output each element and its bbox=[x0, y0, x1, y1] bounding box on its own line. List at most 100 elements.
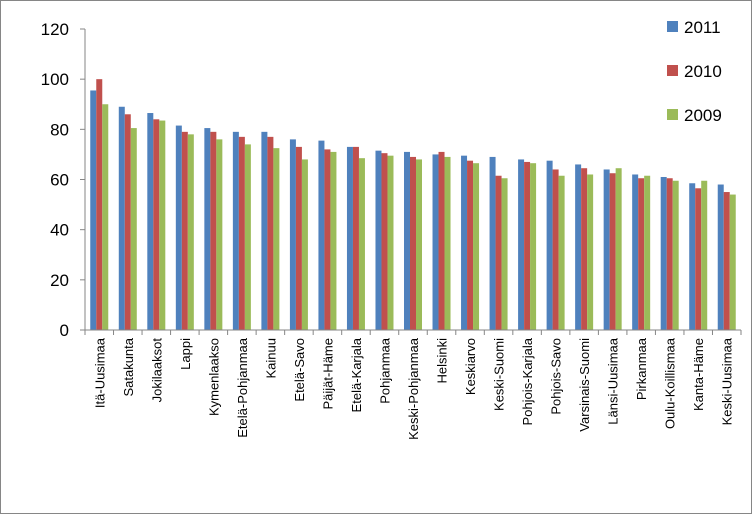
bar-2010 bbox=[181, 131, 188, 330]
bar-2010 bbox=[723, 192, 730, 330]
x-category-label: Länsi-Uusimaa bbox=[606, 337, 621, 424]
bar-2009 bbox=[358, 158, 365, 330]
bar-2009 bbox=[729, 194, 736, 330]
bar-2011 bbox=[660, 176, 667, 330]
bar-2011 bbox=[375, 150, 382, 330]
bar-2010 bbox=[153, 119, 160, 330]
bar-2010 bbox=[524, 161, 531, 330]
x-category-label: Pohjois-Savo bbox=[549, 338, 564, 415]
bar-2010 bbox=[467, 160, 474, 330]
bar-2010 bbox=[410, 156, 416, 330]
bar-2010 bbox=[666, 178, 673, 330]
bar-2010 bbox=[381, 153, 388, 330]
bar-2011 bbox=[318, 140, 325, 330]
y-tick-label: 100 bbox=[41, 70, 69, 89]
bar-2011 bbox=[90, 90, 97, 331]
x-category-label: Helsinki bbox=[435, 338, 450, 384]
bar-2011 bbox=[404, 151, 410, 330]
bar-2011 bbox=[346, 146, 353, 330]
bar-2011 bbox=[575, 164, 582, 330]
x-category-label: Etelä-Pohjanmaa bbox=[235, 337, 250, 437]
bar-2009 bbox=[301, 159, 308, 330]
bar-2010 bbox=[495, 175, 502, 330]
x-category-label: Jokilaaksot bbox=[149, 338, 164, 403]
bar-2011 bbox=[689, 183, 696, 330]
bar-2011 bbox=[289, 139, 296, 330]
bar-2009 bbox=[473, 163, 480, 330]
legend-label: 2011 bbox=[684, 18, 721, 37]
bar-2009 bbox=[159, 120, 166, 330]
bar-2011 bbox=[232, 131, 239, 330]
bar-2010 bbox=[210, 131, 217, 330]
bar-2009 bbox=[701, 180, 708, 330]
x-category-label: Keskiarvo bbox=[463, 338, 478, 395]
bar-2009 bbox=[244, 144, 251, 330]
bar-2010 bbox=[552, 169, 559, 330]
bar-2010 bbox=[324, 149, 331, 330]
bar-2009 bbox=[187, 134, 194, 330]
x-axis: Itä-Uusimaa Satakunta Jokilaaksot Lappi Kyme… bbox=[84, 329, 742, 440]
bar-2009 bbox=[102, 104, 109, 330]
bar-2011 bbox=[261, 131, 268, 330]
legend-swatch-2009 bbox=[667, 109, 678, 120]
x-category-label: Pirkanmaa bbox=[634, 337, 649, 400]
x-category-label: Pohjois-Karjala bbox=[520, 337, 535, 425]
x-category-label: Kainuu bbox=[263, 338, 278, 378]
bar-2009 bbox=[558, 175, 565, 330]
bar-2009 bbox=[273, 148, 280, 330]
bar-2010 bbox=[581, 168, 588, 330]
bar-2010 bbox=[438, 151, 445, 330]
y-tick-label: 120 bbox=[41, 20, 69, 39]
legend-swatch-2011 bbox=[667, 21, 678, 32]
bar-2011 bbox=[518, 159, 525, 330]
bar-2010 bbox=[352, 146, 359, 330]
bar-2011 bbox=[632, 174, 639, 330]
x-category-label: Kanta-Häme bbox=[691, 338, 706, 411]
bar-2011 bbox=[489, 156, 496, 330]
bar-2009 bbox=[387, 155, 394, 330]
bar-2009 bbox=[416, 159, 422, 330]
bar-2011 bbox=[204, 128, 211, 330]
bar-2010 bbox=[609, 173, 616, 330]
bar-2010 bbox=[295, 146, 302, 330]
bar-2011 bbox=[118, 106, 125, 330]
bar-2010 bbox=[695, 188, 702, 330]
bar-2009 bbox=[530, 163, 537, 330]
bar-2010 bbox=[638, 178, 645, 330]
x-category-label: Keski-Pohjanmaa bbox=[406, 337, 421, 440]
bar-2011 bbox=[603, 169, 610, 330]
y-tick-label: 0 bbox=[60, 321, 69, 340]
x-category-label: Lappi bbox=[178, 338, 193, 370]
x-category-label: Etelä-Savo bbox=[292, 338, 307, 402]
bars bbox=[90, 79, 736, 331]
bar-2009 bbox=[444, 156, 451, 330]
bar-2009 bbox=[672, 180, 679, 330]
legend-label: 2009 bbox=[684, 106, 722, 125]
y-tick-label: 60 bbox=[50, 171, 69, 190]
bar-2011 bbox=[175, 125, 182, 330]
y-tick-label: 80 bbox=[50, 120, 69, 139]
bar-2011 bbox=[147, 113, 154, 330]
legend-label: 2010 bbox=[684, 62, 722, 81]
bar-2011 bbox=[432, 154, 439, 330]
bar-2009 bbox=[615, 168, 622, 330]
x-category-label: Itä-Uusimaa bbox=[92, 337, 107, 408]
bar-2011 bbox=[717, 184, 724, 330]
x-category-label: Pohjanmaa bbox=[377, 337, 392, 404]
bar-2010 bbox=[238, 136, 245, 330]
bar-2010 bbox=[124, 114, 131, 331]
bar-2011 bbox=[546, 160, 553, 330]
x-category-label: Keski-Suomi bbox=[492, 338, 507, 411]
bar-2010 bbox=[96, 79, 103, 331]
bar-2009 bbox=[587, 174, 594, 330]
bar-2009 bbox=[330, 151, 337, 330]
legend-swatch-2010 bbox=[667, 65, 678, 76]
bar-2009 bbox=[644, 175, 651, 330]
bar-2010 bbox=[267, 136, 274, 330]
x-category-label: Oulu-Koillismaa bbox=[663, 337, 678, 429]
x-category-label: Kymenlaakso bbox=[206, 338, 221, 416]
legend: 2011 2010 2009 bbox=[667, 18, 722, 125]
y-axis: 0 20 40 60 80 100 120 bbox=[41, 20, 86, 340]
